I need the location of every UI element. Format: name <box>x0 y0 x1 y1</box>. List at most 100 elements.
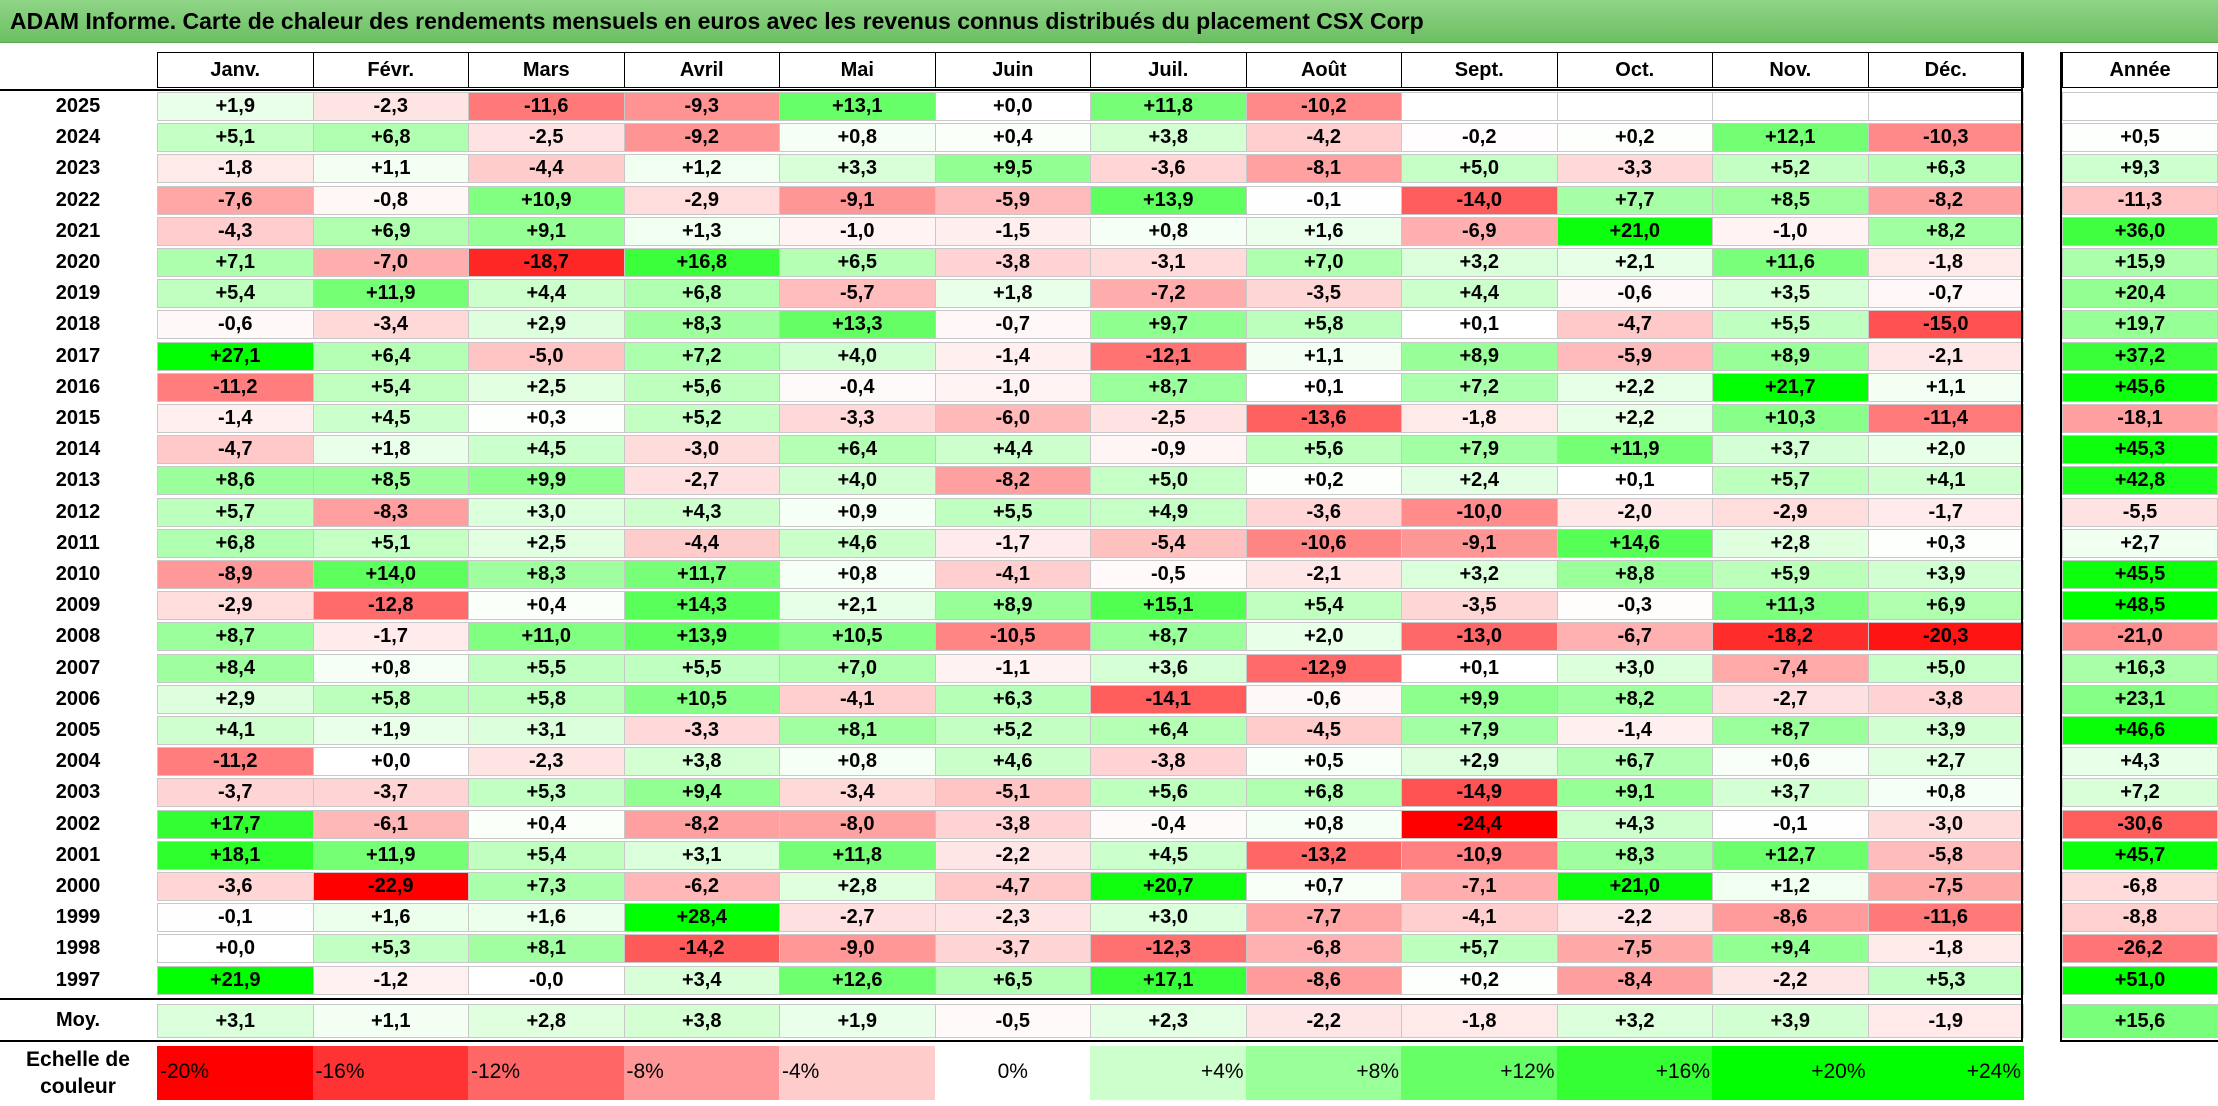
heatmap-cell: +0,1 <box>1401 310 1558 340</box>
heatmap-cell: +2,9 <box>1401 747 1558 777</box>
color-scale-step: -8% <box>623 1046 780 1100</box>
heatmap-cell: +8,2 <box>1867 216 2024 246</box>
color-scale-step: -16% <box>312 1046 469 1100</box>
heatmap-cell: +10,5 <box>623 684 780 714</box>
heatmap-cell: +0,2 <box>1556 123 1713 153</box>
heatmap-cell: -13,2 <box>1245 840 1402 870</box>
heatmap-cell: -8,6 <box>1712 903 1869 933</box>
heatmap-cell: +1,6 <box>468 903 625 933</box>
heatmap-cell: -14,2 <box>623 934 780 964</box>
heatmap-cell: +0,4 <box>468 591 625 621</box>
heatmap-cell: -1,0 <box>934 372 1091 402</box>
year-label: 2019 <box>55 282 101 305</box>
heatmap-cell: -2,0 <box>1556 497 1713 527</box>
heatmap-cell: +1,6 <box>312 903 469 933</box>
year-label: 2011 <box>56 531 100 554</box>
heatmap-cell: +2,1 <box>779 591 936 621</box>
annual-cell: +15,9 <box>2062 248 2218 277</box>
heatmap-cell: +0,8 <box>779 123 936 153</box>
heatmap-cell: -4,7 <box>1556 310 1713 340</box>
heatmap-cell: -8,2 <box>1867 185 2024 215</box>
heatmap-cell: -0,0 <box>468 965 625 995</box>
annual-cell: +45,5 <box>2062 560 2218 589</box>
annual-cell: +42,8 <box>2062 466 2218 496</box>
heatmap-cell: +5,8 <box>468 684 625 714</box>
heatmap-cell: +4,9 <box>1090 497 1247 527</box>
average-cell: +2,8 <box>468 1003 625 1038</box>
heatmap-cell: -1,4 <box>157 404 314 433</box>
heatmap-cell: -10,2 <box>1245 92 1402 121</box>
average-cell: +3,2 <box>1556 1003 1713 1038</box>
heatmap-cell: +7,2 <box>1401 372 1558 402</box>
annual-cell: +0,5 <box>2062 123 2218 153</box>
heatmap-cell: +8,7 <box>1090 622 1247 652</box>
heatmap-cell: -1,4 <box>934 341 1091 371</box>
heatmap-cell: +21,0 <box>1556 872 1713 901</box>
annual-cell: +45,7 <box>2062 840 2218 870</box>
heatmap-cell: -7,5 <box>1867 872 2024 901</box>
color-scale-step: +4% <box>1090 1046 1247 1100</box>
heatmap-cell: +6,5 <box>779 248 936 277</box>
annual-cell: -18,1 <box>2062 404 2218 433</box>
color-scale-step: +20% <box>1712 1046 1869 1100</box>
heatmap-cell: +5,0 <box>1401 154 1558 184</box>
heatmap-cell: +5,2 <box>623 404 780 433</box>
year-label: 2025 <box>55 95 101 117</box>
year-label: 2007 <box>55 656 101 679</box>
annual-cell: +9,3 <box>2062 154 2218 184</box>
heatmap-cell: +5,6 <box>623 372 780 402</box>
heatmap-cell: +10,5 <box>779 622 936 652</box>
annual-header: Année <box>2062 52 2218 88</box>
heatmap-cell: +11,6 <box>1712 248 1869 277</box>
heatmap-cell: +21,9 <box>157 965 314 995</box>
heatmap-cell: +5,7 <box>1401 934 1558 964</box>
annual-cell: +36,0 <box>2062 216 2218 246</box>
heatmap-cell: +4,6 <box>779 528 936 558</box>
heatmap-cell: +8,7 <box>157 622 314 652</box>
heatmap-cell: -4,4 <box>623 528 780 558</box>
heatmap-cell: -2,9 <box>1712 497 1869 527</box>
heatmap-cell: +0,0 <box>312 747 469 777</box>
heatmap-cell: +5,4 <box>312 372 469 402</box>
color-scale-step: -12% <box>468 1046 625 1100</box>
heatmap-cell: +18,1 <box>157 840 314 870</box>
heatmap-cell: +3,0 <box>468 497 625 527</box>
heatmap-cell: +0,2 <box>1245 466 1402 496</box>
heatmap-cell: +4,4 <box>468 279 625 309</box>
annual-cell: +46,6 <box>2062 716 2218 745</box>
color-scale-step: +12% <box>1401 1046 1558 1100</box>
heatmap-cell: +2,9 <box>468 310 625 340</box>
heatmap-cell: +2,8 <box>779 872 936 901</box>
heatmap-cell: +8,9 <box>934 591 1091 621</box>
heatmap-cell: +5,1 <box>312 528 469 558</box>
heatmap-cell: +9,9 <box>468 466 625 496</box>
heatmap-cell: +13,9 <box>623 622 780 652</box>
heatmap-cell: -10,3 <box>1867 123 2024 153</box>
heatmap-cell: +0,1 <box>1245 372 1402 402</box>
heatmap-cell: +3,6 <box>1090 653 1247 683</box>
heatmap-cell: -2,2 <box>1712 965 1869 995</box>
heatmap-cell: +8,3 <box>1556 840 1713 870</box>
heatmap-cell: +11,0 <box>468 622 625 652</box>
heatmap-cell: +8,3 <box>468 560 625 589</box>
heatmap-cell <box>1712 92 1869 121</box>
heatmap-cell: -11,4 <box>1867 404 2024 433</box>
heatmap-cell: +9,4 <box>1712 934 1869 964</box>
grid-line <box>0 1039 2023 1042</box>
heatmap-cell: -9,0 <box>779 934 936 964</box>
heatmap-cell: +4,4 <box>1401 279 1558 309</box>
heatmap-cell: +2,0 <box>1867 435 2024 465</box>
heatmap-cell: +8,1 <box>468 934 625 964</box>
heatmap-cell: +3,9 <box>1867 560 2024 589</box>
heatmap-cell: -0,6 <box>1556 279 1713 309</box>
heatmap-cell: +5,7 <box>1712 466 1869 496</box>
heatmap-cell: -0,4 <box>779 372 936 402</box>
month-header: Mars <box>468 52 625 88</box>
heatmap-cell: -0,1 <box>157 903 314 933</box>
heatmap-cell: +7,0 <box>779 653 936 683</box>
heatmap-cell: +8,7 <box>1090 372 1247 402</box>
heatmap-cell: -5,4 <box>1090 528 1247 558</box>
heatmap-cell: +8,7 <box>1712 716 1869 745</box>
heatmap-cell: +0,1 <box>1556 466 1713 496</box>
